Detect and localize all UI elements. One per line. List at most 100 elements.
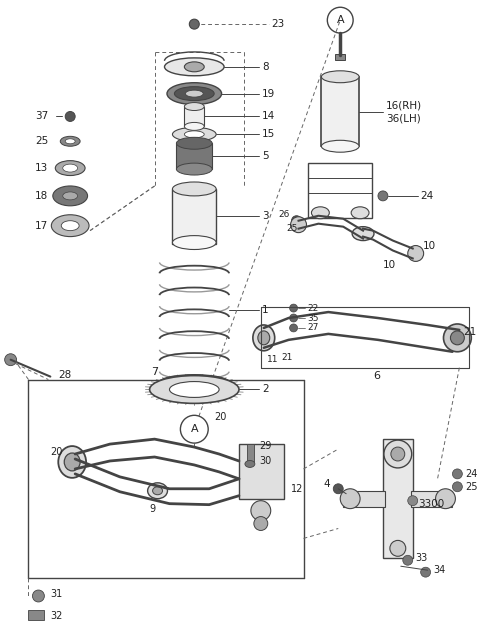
Circle shape (189, 19, 199, 29)
Text: 34: 34 (433, 565, 446, 575)
Ellipse shape (169, 382, 219, 397)
Text: 17: 17 (35, 221, 48, 231)
Ellipse shape (153, 487, 163, 494)
Circle shape (289, 324, 298, 332)
Text: 15: 15 (262, 130, 275, 139)
Ellipse shape (55, 161, 85, 175)
Text: 21: 21 (282, 353, 293, 362)
Text: 30: 30 (259, 456, 271, 466)
Circle shape (33, 590, 44, 602)
Bar (411, 491, 453, 507)
Circle shape (180, 415, 208, 443)
Ellipse shape (172, 182, 216, 196)
Text: 20: 20 (50, 447, 63, 457)
Bar (172, 189, 216, 244)
Circle shape (254, 517, 268, 530)
Circle shape (408, 496, 418, 506)
Ellipse shape (172, 235, 216, 249)
Text: 21: 21 (463, 327, 477, 337)
Text: 10: 10 (383, 260, 396, 271)
Ellipse shape (184, 131, 204, 138)
Ellipse shape (65, 139, 75, 144)
Text: 13: 13 (35, 163, 48, 173)
Ellipse shape (322, 140, 359, 152)
Text: 3: 3 (262, 211, 268, 221)
Circle shape (333, 484, 343, 494)
Text: 9: 9 (150, 503, 156, 514)
Text: 16(RH): 16(RH) (386, 101, 422, 110)
Text: 4: 4 (324, 478, 330, 489)
Bar (322, 77, 359, 146)
Text: 18: 18 (35, 191, 48, 201)
Bar (343, 491, 385, 507)
Text: 25: 25 (465, 482, 478, 492)
Text: A: A (336, 15, 344, 25)
Ellipse shape (253, 325, 275, 351)
Circle shape (327, 7, 353, 33)
Circle shape (251, 501, 271, 521)
Ellipse shape (167, 83, 222, 105)
Circle shape (403, 555, 413, 565)
Text: 35: 35 (308, 313, 319, 322)
Ellipse shape (64, 453, 80, 471)
Text: 24: 24 (465, 469, 478, 479)
Circle shape (291, 216, 301, 226)
Ellipse shape (165, 58, 224, 76)
Circle shape (453, 469, 462, 479)
Ellipse shape (172, 128, 216, 141)
Ellipse shape (51, 215, 89, 237)
Bar (309, 163, 372, 218)
Circle shape (435, 489, 456, 508)
Circle shape (340, 489, 360, 508)
Ellipse shape (245, 461, 255, 468)
Text: 10: 10 (423, 241, 436, 251)
Text: 22: 22 (308, 304, 319, 313)
Text: 6: 6 (373, 371, 380, 381)
Ellipse shape (150, 376, 239, 403)
Ellipse shape (177, 137, 212, 149)
Ellipse shape (258, 331, 270, 345)
Text: 7: 7 (151, 367, 158, 376)
Ellipse shape (351, 207, 369, 219)
Ellipse shape (181, 419, 207, 436)
Text: 27: 27 (308, 323, 319, 332)
Ellipse shape (177, 163, 212, 175)
Text: A: A (191, 424, 198, 434)
Bar (28, 610, 44, 620)
Text: 33: 33 (416, 553, 428, 563)
Text: 25: 25 (35, 137, 48, 146)
Ellipse shape (63, 164, 78, 172)
Text: 32: 32 (50, 611, 63, 621)
Text: 24: 24 (420, 191, 434, 201)
Ellipse shape (53, 186, 87, 206)
Circle shape (290, 217, 307, 233)
Bar (247, 444, 254, 462)
Ellipse shape (322, 71, 359, 83)
Text: 20: 20 (214, 412, 227, 422)
Bar (184, 107, 204, 126)
Circle shape (65, 112, 75, 121)
Text: 3300: 3300 (418, 499, 444, 508)
Bar (177, 144, 212, 169)
Ellipse shape (60, 137, 80, 146)
Text: 28: 28 (58, 369, 72, 380)
Ellipse shape (148, 483, 168, 499)
Circle shape (391, 447, 405, 461)
Ellipse shape (184, 122, 204, 130)
Circle shape (378, 191, 388, 201)
Text: 31: 31 (50, 589, 62, 599)
Circle shape (384, 440, 412, 468)
Circle shape (289, 304, 298, 312)
Text: 23: 23 (272, 19, 285, 29)
Ellipse shape (187, 422, 201, 432)
Text: 37: 37 (35, 112, 48, 121)
Ellipse shape (184, 62, 204, 72)
Text: 8: 8 (262, 62, 268, 72)
Ellipse shape (185, 90, 203, 97)
Text: 5: 5 (262, 151, 268, 161)
Circle shape (390, 540, 406, 556)
Circle shape (408, 246, 424, 262)
Text: 12: 12 (290, 484, 303, 494)
Bar (383, 439, 413, 558)
Text: 11: 11 (267, 355, 278, 364)
